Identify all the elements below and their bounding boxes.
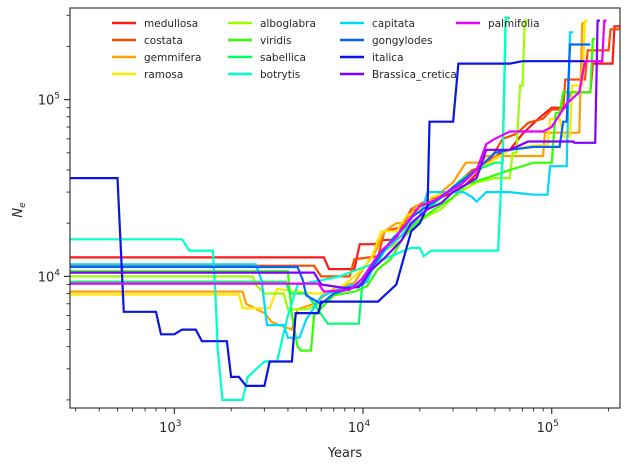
legend-label: italica [372, 52, 404, 64]
plot-frame [69, 7, 621, 409]
axes: 103 104 105 104 105 [38, 7, 621, 436]
y-tick-label: 104 [38, 268, 61, 285]
series-line-capitata [70, 31, 574, 339]
legend-item: gemmifera [112, 52, 201, 64]
legend-item: sabellica [228, 52, 306, 64]
series-line-viridis [70, 38, 596, 352]
series-line-italica [70, 60, 585, 387]
legend-label: sabellica [260, 52, 306, 64]
legend: medullosa costata gemmifera ramosa alboglabr… [112, 18, 540, 81]
legend-item: costata [112, 35, 183, 47]
series-line-botrytis [70, 16, 508, 401]
y-axis-label: Ne [11, 202, 28, 218]
legend-item: capitata [340, 18, 415, 30]
legend-label: gongylodes [372, 35, 433, 47]
series-line-ramosa [70, 19, 588, 310]
legend-label: medullosa [144, 18, 198, 30]
x-tick-label: 103 [159, 419, 181, 436]
legend-label: gemmifera [144, 52, 201, 64]
x-axis-label: Years [327, 446, 363, 461]
x-tick-label: 105 [537, 419, 559, 436]
legend-item: gongylodes [340, 35, 433, 47]
legend-item: alboglabra [228, 18, 316, 30]
legend-item: medullosa [112, 18, 198, 30]
legend-item: viridis [228, 35, 291, 47]
legend-label: ramosa [144, 69, 183, 81]
series-line-brassica-cretica [70, 19, 600, 290]
legend-label: palmifolia [488, 18, 540, 30]
legend-label: viridis [260, 35, 291, 47]
legend-item: ramosa [112, 69, 183, 81]
legend-label: alboglabra [260, 18, 316, 30]
y-axis-label-main: N [11, 208, 26, 218]
legend-label: botrytis [260, 69, 300, 81]
series-lines [70, 16, 620, 401]
series-line-palmifolia [70, 19, 607, 293]
y-tick-label: 105 [38, 92, 60, 109]
legend-item: palmifolia [456, 18, 540, 30]
legend-item: Brassica_cretica [340, 69, 457, 81]
legend-item: italica [340, 52, 404, 64]
legend-item: botrytis [228, 69, 300, 81]
legend-label: capitata [372, 18, 415, 30]
y-axis-label-subscript: e [18, 202, 28, 208]
legend-label: Brassica_cretica [372, 69, 457, 81]
x-tick-label: 104 [348, 419, 371, 436]
legend-label: costata [144, 35, 183, 47]
